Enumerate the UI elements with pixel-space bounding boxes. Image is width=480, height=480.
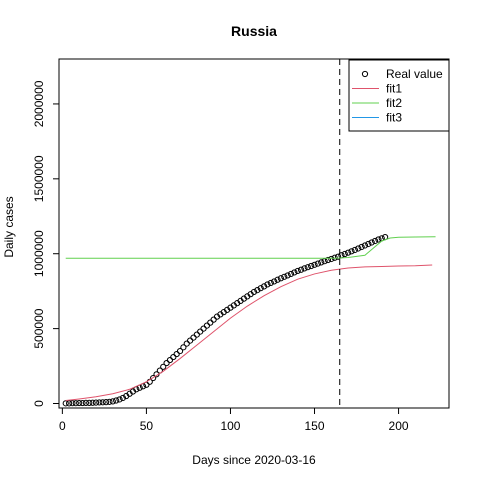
x-tick-label: 200 bbox=[389, 419, 409, 433]
data-point bbox=[348, 248, 355, 255]
x-tick-label: 150 bbox=[305, 419, 325, 433]
legend-label: Real value bbox=[386, 67, 443, 81]
data-point bbox=[207, 319, 214, 326]
y-tick-label: 1000000 bbox=[32, 230, 46, 277]
y-tick-label: 0 bbox=[32, 400, 46, 407]
data-point bbox=[321, 258, 328, 265]
data-point bbox=[294, 267, 301, 275]
data-point bbox=[324, 256, 332, 264]
data-point bbox=[197, 328, 204, 335]
data-point bbox=[176, 347, 184, 355]
data-point bbox=[284, 272, 291, 279]
y-axis-label: Daily cases bbox=[2, 196, 16, 257]
data-point bbox=[368, 239, 375, 246]
data-point bbox=[328, 255, 335, 263]
data-point bbox=[371, 237, 379, 245]
data-point bbox=[79, 399, 86, 407]
data-point bbox=[291, 269, 298, 276]
data-point bbox=[281, 273, 288, 280]
x-tick-label: 50 bbox=[140, 419, 154, 433]
x-axis-label: Days since 2020-03-16 bbox=[192, 453, 316, 467]
data-point bbox=[355, 245, 362, 252]
data-point bbox=[113, 397, 120, 404]
data-point bbox=[166, 356, 174, 364]
data-point bbox=[119, 394, 126, 402]
y-axis-ticks: 0 500000 1000000 1500000 2000000 bbox=[32, 80, 59, 407]
legend-label: fit3 bbox=[386, 111, 402, 125]
data-point bbox=[106, 398, 113, 405]
y-tick-label: 500000 bbox=[32, 308, 46, 348]
data-point bbox=[62, 400, 69, 407]
data-point bbox=[210, 316, 217, 323]
data-point bbox=[86, 399, 93, 407]
data-point bbox=[334, 253, 342, 260]
data-point bbox=[345, 249, 352, 256]
data-point bbox=[116, 396, 123, 403]
data-point bbox=[375, 236, 382, 243]
data-point bbox=[76, 399, 83, 407]
data-point bbox=[264, 281, 271, 288]
data-point bbox=[150, 374, 157, 382]
data-point bbox=[173, 350, 180, 358]
data-point bbox=[193, 331, 200, 338]
data-point bbox=[341, 250, 348, 258]
data-point bbox=[304, 264, 311, 271]
series-line-fit1 bbox=[65, 264, 433, 402]
data-point bbox=[99, 399, 106, 406]
data-point bbox=[183, 340, 190, 347]
data-point bbox=[89, 399, 96, 406]
data-point bbox=[274, 276, 281, 283]
legend-label: fit2 bbox=[386, 96, 402, 110]
series-line-fit2 bbox=[65, 236, 436, 259]
x-tick-label: 100 bbox=[220, 419, 240, 433]
data-point bbox=[287, 270, 295, 278]
plot-frame bbox=[58, 58, 450, 409]
x-tick-label: 0 bbox=[59, 419, 66, 433]
data-point bbox=[277, 275, 284, 282]
data-point bbox=[96, 399, 103, 406]
data-point bbox=[250, 288, 258, 296]
data-point bbox=[260, 283, 268, 290]
data-point bbox=[180, 344, 187, 351]
data-point bbox=[314, 260, 321, 267]
data-point bbox=[190, 334, 197, 341]
y-tick-label: 1500000 bbox=[32, 155, 46, 202]
data-point bbox=[203, 322, 211, 329]
data-point bbox=[65, 400, 73, 407]
x-axis-ticks: 0 50 100 150 200 bbox=[59, 408, 409, 433]
data-point bbox=[361, 242, 369, 249]
series-real-value bbox=[62, 233, 389, 407]
data-point bbox=[109, 398, 116, 405]
legend-label: fit1 bbox=[386, 82, 402, 96]
data-point bbox=[102, 399, 110, 406]
data-point bbox=[187, 337, 194, 344]
data-point bbox=[271, 278, 278, 285]
data-point bbox=[311, 261, 318, 268]
data-point bbox=[160, 363, 167, 370]
data-point bbox=[254, 287, 261, 294]
y-tick-label: 2000000 bbox=[32, 80, 46, 127]
data-point bbox=[365, 240, 372, 248]
legend-symbol bbox=[361, 70, 369, 78]
data-point bbox=[267, 279, 274, 287]
data-point bbox=[257, 285, 264, 292]
data-point bbox=[358, 243, 365, 251]
series-layer bbox=[62, 233, 436, 407]
data-point bbox=[318, 259, 325, 266]
data-point bbox=[301, 265, 308, 272]
data-point bbox=[297, 266, 305, 273]
data-point bbox=[308, 262, 315, 270]
data-point bbox=[92, 399, 100, 406]
data-point bbox=[69, 400, 76, 407]
chart-title: Russia bbox=[231, 23, 277, 39]
data-point bbox=[200, 325, 207, 332]
data-point bbox=[163, 359, 170, 367]
data-point bbox=[351, 246, 358, 254]
data-point bbox=[72, 400, 79, 407]
data-point bbox=[82, 399, 89, 407]
data-point bbox=[170, 353, 177, 361]
